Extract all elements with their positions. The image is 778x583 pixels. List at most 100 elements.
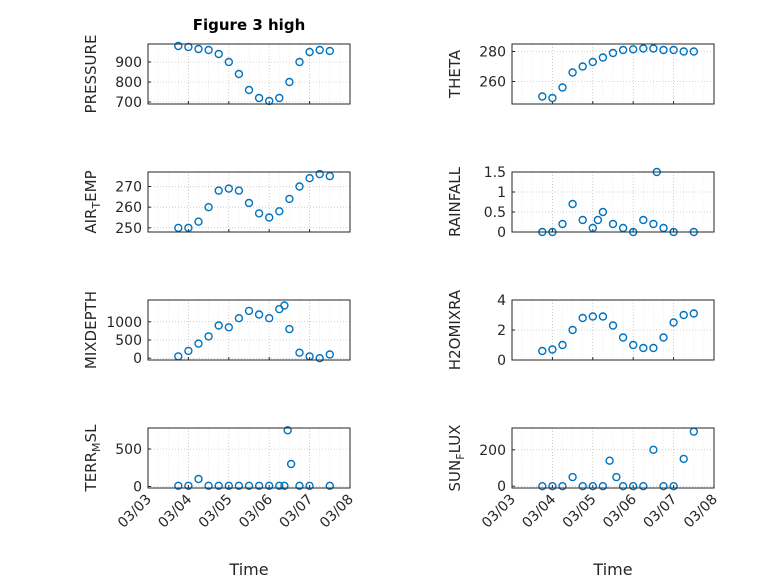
data-point bbox=[224, 57, 234, 67]
data-point bbox=[244, 198, 254, 208]
data-point bbox=[214, 321, 223, 330]
data-point bbox=[538, 92, 547, 101]
y-tick-label: 0 bbox=[497, 479, 506, 495]
data-point bbox=[265, 314, 274, 323]
data-point bbox=[174, 481, 183, 490]
data-point bbox=[568, 472, 577, 482]
data-point bbox=[315, 169, 324, 179]
y-axis-label: PRESSURE bbox=[82, 35, 100, 114]
data-point bbox=[194, 44, 203, 54]
data-point bbox=[275, 93, 284, 103]
data-point bbox=[639, 44, 648, 53]
data-point bbox=[649, 44, 658, 53]
data-point bbox=[659, 333, 668, 342]
data-point bbox=[568, 68, 577, 77]
data-point bbox=[558, 83, 567, 92]
data-point bbox=[214, 186, 223, 195]
data-point bbox=[280, 301, 289, 310]
data-point bbox=[184, 346, 193, 356]
data-point bbox=[214, 49, 223, 59]
x-tick-label: 03/06 bbox=[600, 491, 640, 531]
data-point bbox=[234, 186, 244, 195]
data-point bbox=[325, 350, 334, 359]
data-point bbox=[305, 481, 314, 490]
y-tick-label: 900 bbox=[115, 55, 142, 71]
data-point bbox=[254, 209, 264, 218]
data-point bbox=[254, 93, 264, 103]
y-tick-label: 280 bbox=[479, 45, 506, 61]
data-point bbox=[618, 45, 628, 55]
data-point bbox=[295, 481, 304, 490]
data-point bbox=[204, 45, 213, 55]
data-point bbox=[608, 48, 618, 58]
data-point bbox=[286, 459, 296, 469]
data-point bbox=[234, 481, 244, 490]
data-point bbox=[194, 339, 203, 348]
data-point bbox=[224, 481, 234, 490]
x-tick-label: 03/05 bbox=[196, 492, 236, 532]
x-tick-label: 03/05 bbox=[560, 492, 600, 532]
subplot-mixdepth: 0 500 1000 MIXDEPTH bbox=[82, 291, 351, 369]
subplot-sun-flux: 0 200 SUNFLUX 03/03 03/04 03/05 03/06 03/07 03/0… bbox=[446, 425, 721, 579]
data-point bbox=[224, 184, 234, 193]
data-point bbox=[608, 219, 618, 229]
y-tick-label: 260 bbox=[115, 200, 142, 216]
y-tick-label: 1 bbox=[497, 185, 506, 201]
data-point bbox=[224, 323, 234, 332]
data-point bbox=[174, 223, 183, 233]
data-point bbox=[275, 207, 284, 216]
data-point bbox=[244, 481, 254, 490]
data-point bbox=[649, 219, 658, 229]
data-point bbox=[265, 481, 274, 490]
data-point bbox=[689, 47, 698, 56]
data-point bbox=[578, 482, 587, 491]
data-point bbox=[618, 333, 628, 342]
data-point bbox=[558, 482, 567, 491]
y-tick-label: 1000 bbox=[106, 315, 142, 331]
data-point bbox=[254, 481, 264, 490]
figure-title: Figure 3 high bbox=[193, 16, 306, 34]
subplot-air-temp: 250 260 270 AIRTEMP bbox=[82, 169, 351, 237]
data-point bbox=[325, 481, 334, 490]
data-point bbox=[558, 340, 567, 350]
x-tick-label: 03/03 bbox=[479, 492, 519, 532]
data-point bbox=[598, 482, 608, 491]
data-point bbox=[605, 456, 614, 465]
data-point bbox=[548, 482, 557, 491]
data-point bbox=[558, 219, 567, 229]
data-point bbox=[629, 482, 638, 491]
subplot-pressure: 700 800 900 PRESSURE bbox=[82, 35, 351, 114]
data-point bbox=[244, 85, 254, 95]
data-point bbox=[679, 454, 688, 464]
axes-border bbox=[511, 427, 715, 489]
data-point bbox=[548, 93, 557, 103]
y-tick-label: 500 bbox=[115, 333, 142, 349]
data-point bbox=[194, 217, 203, 226]
data-point bbox=[234, 69, 244, 79]
subplot-rainfall: 0 0.5 1 1.5 RAINFALL bbox=[446, 165, 715, 241]
x-axis-label: Time bbox=[228, 560, 268, 579]
data-point bbox=[578, 313, 587, 323]
data-point bbox=[689, 309, 698, 318]
data-point bbox=[598, 53, 608, 62]
data-point bbox=[184, 481, 193, 490]
data-point bbox=[629, 340, 638, 350]
data-point bbox=[315, 45, 324, 55]
data-point bbox=[629, 45, 638, 54]
data-point bbox=[285, 194, 294, 204]
data-point bbox=[285, 324, 294, 334]
data-point bbox=[639, 215, 648, 225]
data-point bbox=[639, 343, 648, 353]
data-point bbox=[669, 482, 678, 491]
data-point bbox=[598, 312, 608, 321]
data-point bbox=[305, 47, 314, 57]
axes-border bbox=[147, 299, 351, 361]
y-axis-label: SUNFLUX bbox=[446, 425, 467, 492]
y-axis-label: RAINFALL bbox=[446, 166, 464, 237]
data-point bbox=[669, 45, 678, 55]
data-point bbox=[305, 173, 314, 183]
axes-border bbox=[511, 43, 715, 105]
data-point bbox=[598, 207, 608, 217]
y-axis-label: MIXDEPTH bbox=[82, 291, 100, 369]
